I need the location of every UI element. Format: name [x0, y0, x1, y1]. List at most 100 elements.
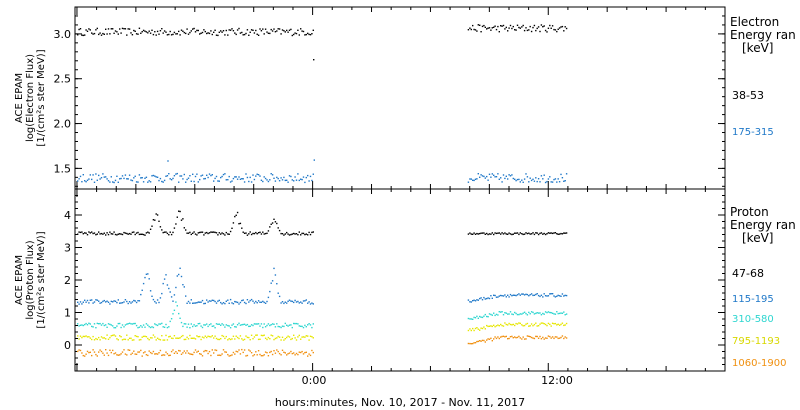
series-38-53-point: [168, 33, 170, 36]
series-115-195-point: [144, 276, 146, 279]
series-47-68-point: [224, 234, 226, 236]
series-795-1193-point: [200, 338, 202, 341]
series-310-580-point: [120, 326, 122, 329]
series-175-315-point: [103, 176, 105, 178]
series-310-580-point: [196, 325, 198, 327]
series-38-53-point: [190, 30, 192, 32]
series-115-195-point: [137, 300, 139, 302]
series-115-195-point: [476, 299, 478, 301]
series-175-315-point: [227, 179, 229, 181]
y-tick-label: 3: [64, 242, 71, 255]
series-38-53-point: [133, 29, 135, 32]
series-47-68-point: [287, 233, 289, 235]
series-38-53-point: [550, 27, 552, 29]
series-38-53-point: [542, 26, 544, 28]
series-115-195-point: [497, 296, 499, 298]
series-795-1193-point: [124, 338, 127, 341]
series-795-1193-point: [474, 327, 477, 330]
series-1060-1900-point: [248, 349, 250, 351]
series-115-195-point: [180, 275, 183, 278]
series-47-68-point: [563, 232, 565, 234]
series-1060-1900-point: [235, 350, 237, 353]
series-175-315-point: [119, 178, 121, 180]
series-1060-1900-point: [169, 354, 171, 356]
series-310-580-point: [224, 326, 226, 328]
series-795-1193-point: [204, 335, 206, 337]
series-1060-1900-point: [266, 352, 268, 354]
series-47-68-point: [259, 231, 261, 233]
series-1060-1900-point: [225, 351, 227, 353]
series-47-68-point: [288, 234, 291, 236]
series-115-195-point: [536, 293, 538, 295]
series-795-1193-point: [476, 327, 478, 329]
series-47-68-point: [130, 233, 132, 235]
series-175-315-point: [304, 181, 306, 184]
series-38-53-point: [172, 33, 174, 36]
series-795-1193-point: [234, 338, 236, 340]
series-175-315-point: [498, 178, 500, 180]
series-795-1193-point: [229, 338, 232, 341]
series-38-53-point: [549, 24, 551, 27]
series-795-1193-point: [103, 337, 105, 339]
series-38-53-point: [116, 31, 118, 33]
series-38-53-point: [121, 27, 124, 30]
series-310-580-point: [221, 323, 223, 325]
series-1060-1900-point: [290, 350, 292, 353]
series-38-53-point: [525, 27, 527, 29]
series-310-580-point: [287, 325, 289, 327]
series-795-1193-point: [123, 338, 125, 340]
series-38-53-point: [307, 32, 309, 35]
series-1060-1900-point: [151, 352, 153, 355]
series-38-53-point: [565, 27, 568, 30]
series-1060-1900-point: [88, 351, 90, 354]
series-38-53-point: [185, 32, 187, 35]
series-1060-1900-point: [109, 349, 111, 351]
series-115-195-point: [491, 297, 493, 299]
series-47-68-point: [514, 232, 516, 234]
series-115-195-point: [474, 300, 477, 302]
series-115-195-point: [214, 300, 216, 303]
series-47-68-point: [516, 232, 519, 234]
series-38-53-point: [280, 33, 282, 35]
series-310-580-point: [259, 325, 261, 327]
series-310-580-point: [218, 323, 220, 325]
series-1060-1900-point: [551, 336, 554, 338]
series-38-53-point: [102, 32, 104, 35]
series-310-580-point: [95, 327, 97, 329]
series-1060-1900-point: [553, 337, 555, 340]
series-38-53-point: [511, 27, 513, 30]
series-175-315-point: [124, 174, 127, 176]
series-310-580-point: [158, 323, 160, 325]
series-175-315-point: [502, 174, 505, 176]
series-115-195-point: [501, 295, 503, 297]
series-1060-1900-point: [494, 336, 496, 338]
series-175-315-point: [563, 180, 565, 182]
series-310-580-point: [293, 322, 295, 325]
series-795-1193-point: [493, 324, 495, 326]
series-795-1193-point: [113, 334, 115, 336]
series-38-53-point: [561, 25, 564, 28]
series-1060-1900-point: [476, 340, 478, 343]
series-795-1193-point: [544, 323, 547, 326]
series-310-580-point: [286, 324, 288, 326]
series-38-53-point: [222, 30, 225, 32]
series-38-53-point: [487, 27, 489, 29]
series-38-53-point: [295, 32, 298, 35]
series-795-1193-point: [193, 337, 195, 339]
series-47-68-point: [162, 231, 164, 234]
series-795-1193-point: [565, 322, 568, 325]
series-115-195-point: [133, 299, 135, 302]
series-795-1193-point: [287, 335, 289, 337]
series-795-1193-point: [532, 325, 534, 327]
series-115-195-point: [187, 300, 190, 303]
series-310-580-point: [553, 313, 555, 315]
series-1060-1900-point: [194, 349, 197, 351]
series-175-315-point: [522, 181, 524, 183]
series-175-315-point: [156, 176, 159, 178]
series-38-53-point: [134, 30, 136, 32]
series-795-1193-point: [235, 335, 237, 337]
series-1060-1900-point: [304, 351, 306, 354]
series-310-580-point: [162, 326, 164, 328]
series-47-68-point: [120, 233, 122, 235]
series-175-315-point: [193, 180, 195, 183]
